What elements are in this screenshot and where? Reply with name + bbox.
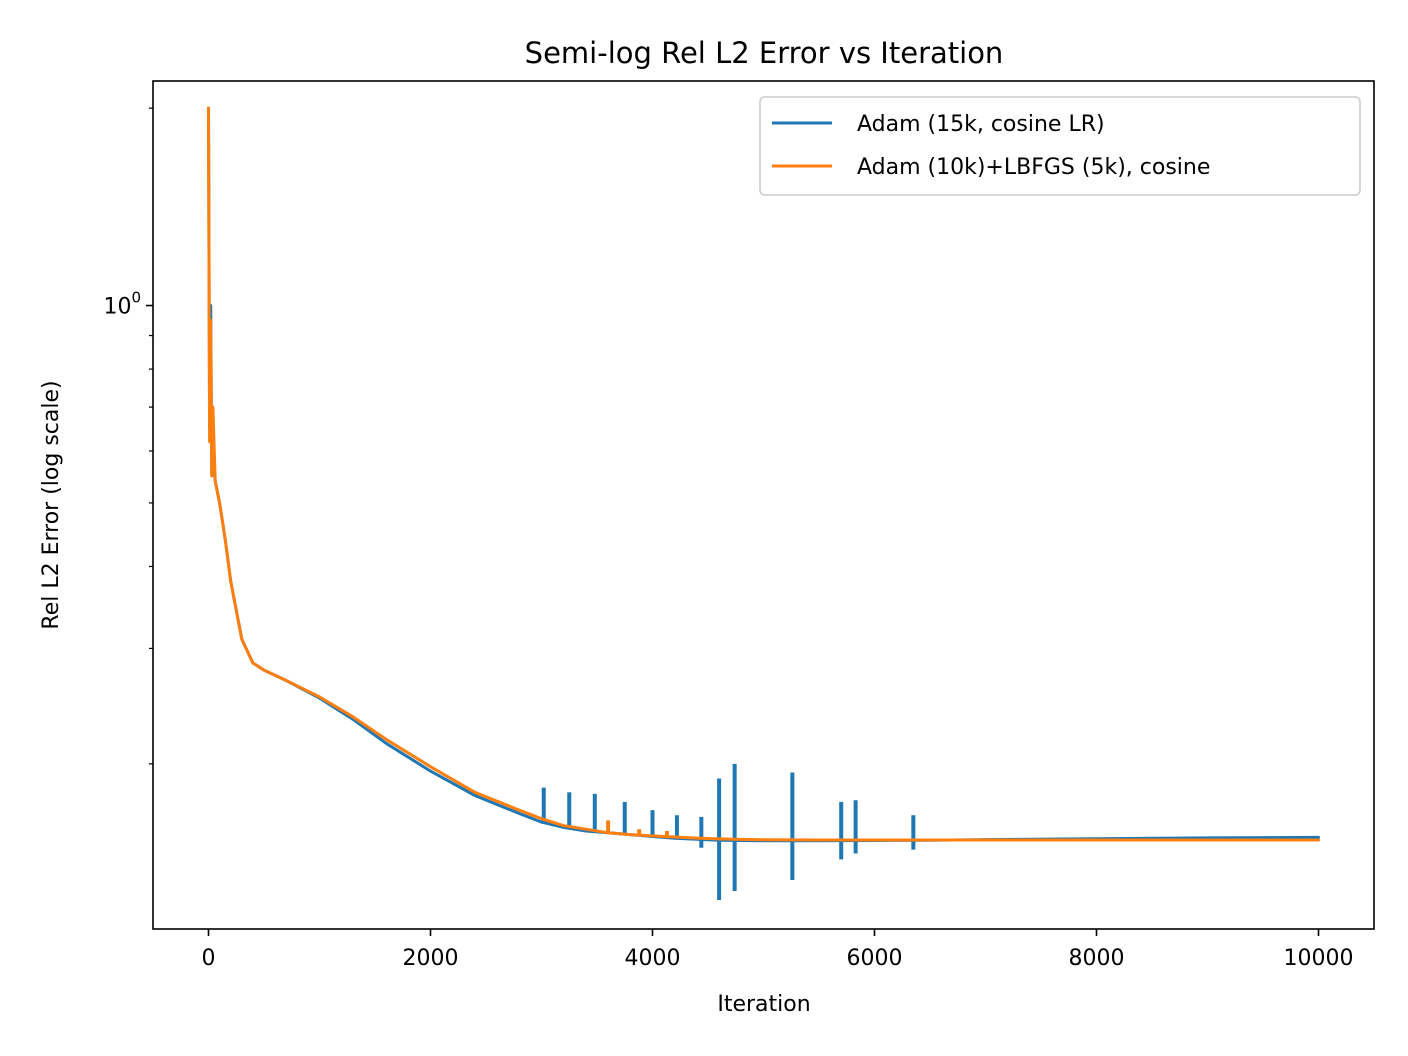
y-tick-label-base: 10 xyxy=(103,295,131,320)
x-axis-label: Iteration xyxy=(717,992,810,1017)
x-tick-label: 2000 xyxy=(403,946,459,971)
x-tick-label: 8000 xyxy=(1069,946,1125,971)
axes-frame xyxy=(152,80,1375,930)
y-tick-label: 100 xyxy=(103,289,141,320)
y-axis: 100 xyxy=(103,107,153,765)
legend-label: Adam (15k, cosine LR) xyxy=(857,112,1105,137)
series-line-2 xyxy=(207,106,1320,842)
x-tick-label: 6000 xyxy=(847,946,903,971)
x-tick-label: 4000 xyxy=(625,946,681,971)
x-tick-label: 0 xyxy=(202,946,216,971)
chart-title: Semi-log Rel L2 Error vs Iteration xyxy=(525,36,1004,70)
legend-label: Adam (10k)+LBFGS (5k), cosine xyxy=(857,155,1210,180)
x-axis: 0 2000 4000 6000 8000 10000 xyxy=(202,929,1354,971)
y-tick-label-exponent: 0 xyxy=(131,289,141,307)
plot-area xyxy=(207,106,1320,901)
y-axis-label: Rel L2 Error (log scale) xyxy=(39,380,64,629)
legend: Adam (15k, cosine LR) Adam (10k)+LBFGS (5… xyxy=(759,96,1361,196)
legend-box xyxy=(759,96,1361,196)
x-tick-label: 10000 xyxy=(1284,946,1354,971)
